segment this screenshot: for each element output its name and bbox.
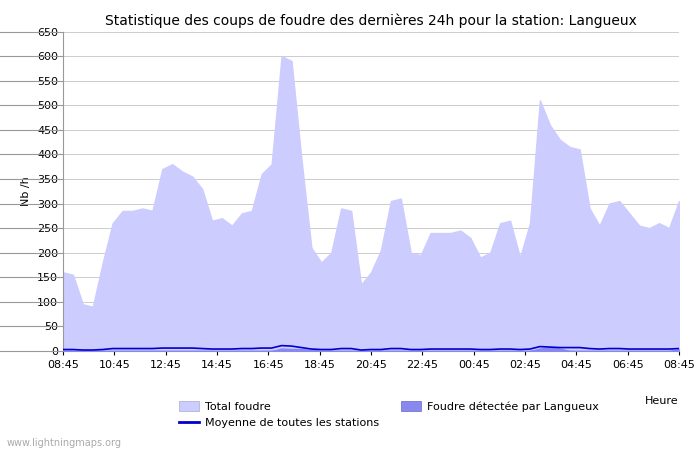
Text: Heure: Heure [645,396,679,406]
Legend: Total foudre, Moyenne de toutes les stations, Foudre détectée par Langueux: Total foudre, Moyenne de toutes les stat… [179,401,598,428]
Title: Statistique des coups de foudre des dernières 24h pour la station: Langueux: Statistique des coups de foudre des dern… [105,13,637,27]
Text: www.lightningmaps.org: www.lightningmaps.org [7,438,122,448]
Y-axis label: Nb /h: Nb /h [22,176,32,206]
